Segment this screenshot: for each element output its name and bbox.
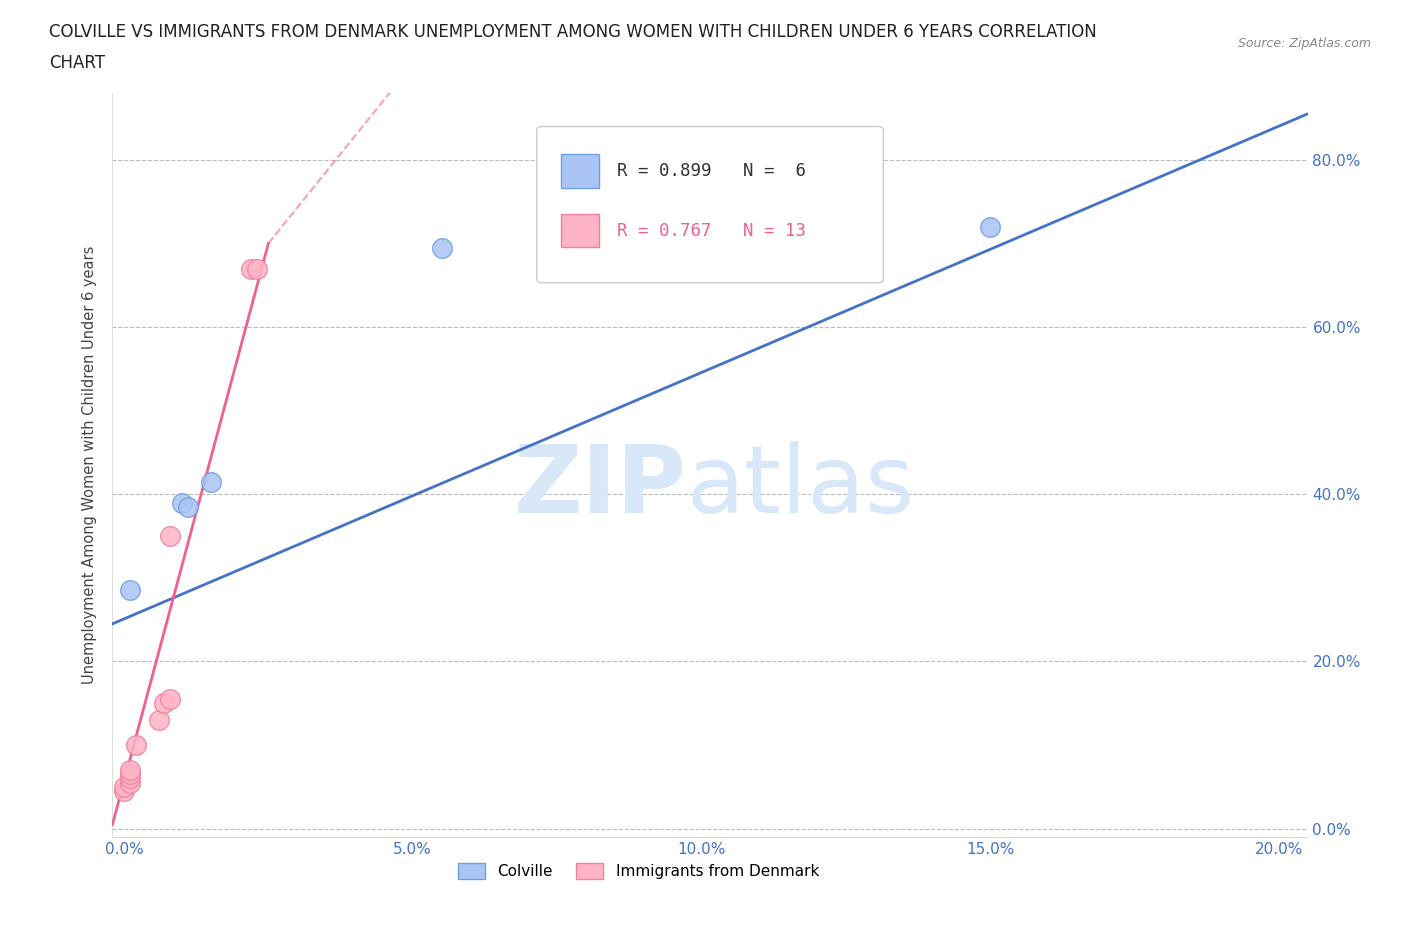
Legend: Colville, Immigrants from Denmark: Colville, Immigrants from Denmark	[451, 857, 825, 885]
Point	[124, 737, 146, 752]
Point	[246, 261, 269, 276]
Point	[979, 219, 1001, 234]
Point	[118, 763, 141, 777]
Text: CHART: CHART	[49, 54, 105, 72]
Y-axis label: Unemployment Among Women with Children Under 6 years: Unemployment Among Women with Children U…	[82, 246, 97, 684]
Text: ZIP: ZIP	[513, 442, 686, 533]
Point	[118, 776, 141, 790]
Point	[170, 495, 193, 510]
Point	[112, 779, 135, 794]
Point	[430, 240, 453, 255]
Text: COLVILLE VS IMMIGRANTS FROM DENMARK UNEMPLOYMENT AMONG WOMEN WITH CHILDREN UNDER: COLVILLE VS IMMIGRANTS FROM DENMARK UNEM…	[49, 23, 1097, 41]
Point	[153, 696, 176, 711]
FancyBboxPatch shape	[561, 214, 599, 247]
Text: R = 0.767   N = 13: R = 0.767 N = 13	[617, 221, 806, 240]
Point	[148, 712, 170, 727]
Point	[240, 261, 263, 276]
Text: Source: ZipAtlas.com: Source: ZipAtlas.com	[1237, 37, 1371, 50]
Text: R = 0.899   N =  6: R = 0.899 N = 6	[617, 162, 806, 180]
FancyBboxPatch shape	[561, 154, 599, 188]
Point	[112, 784, 135, 799]
FancyBboxPatch shape	[537, 126, 883, 283]
Point	[118, 767, 141, 782]
Point	[200, 474, 222, 489]
Point	[176, 499, 198, 514]
Text: atlas: atlas	[686, 442, 914, 533]
Point	[159, 528, 181, 543]
Point	[118, 583, 141, 598]
Point	[159, 692, 181, 707]
Point	[118, 771, 141, 786]
